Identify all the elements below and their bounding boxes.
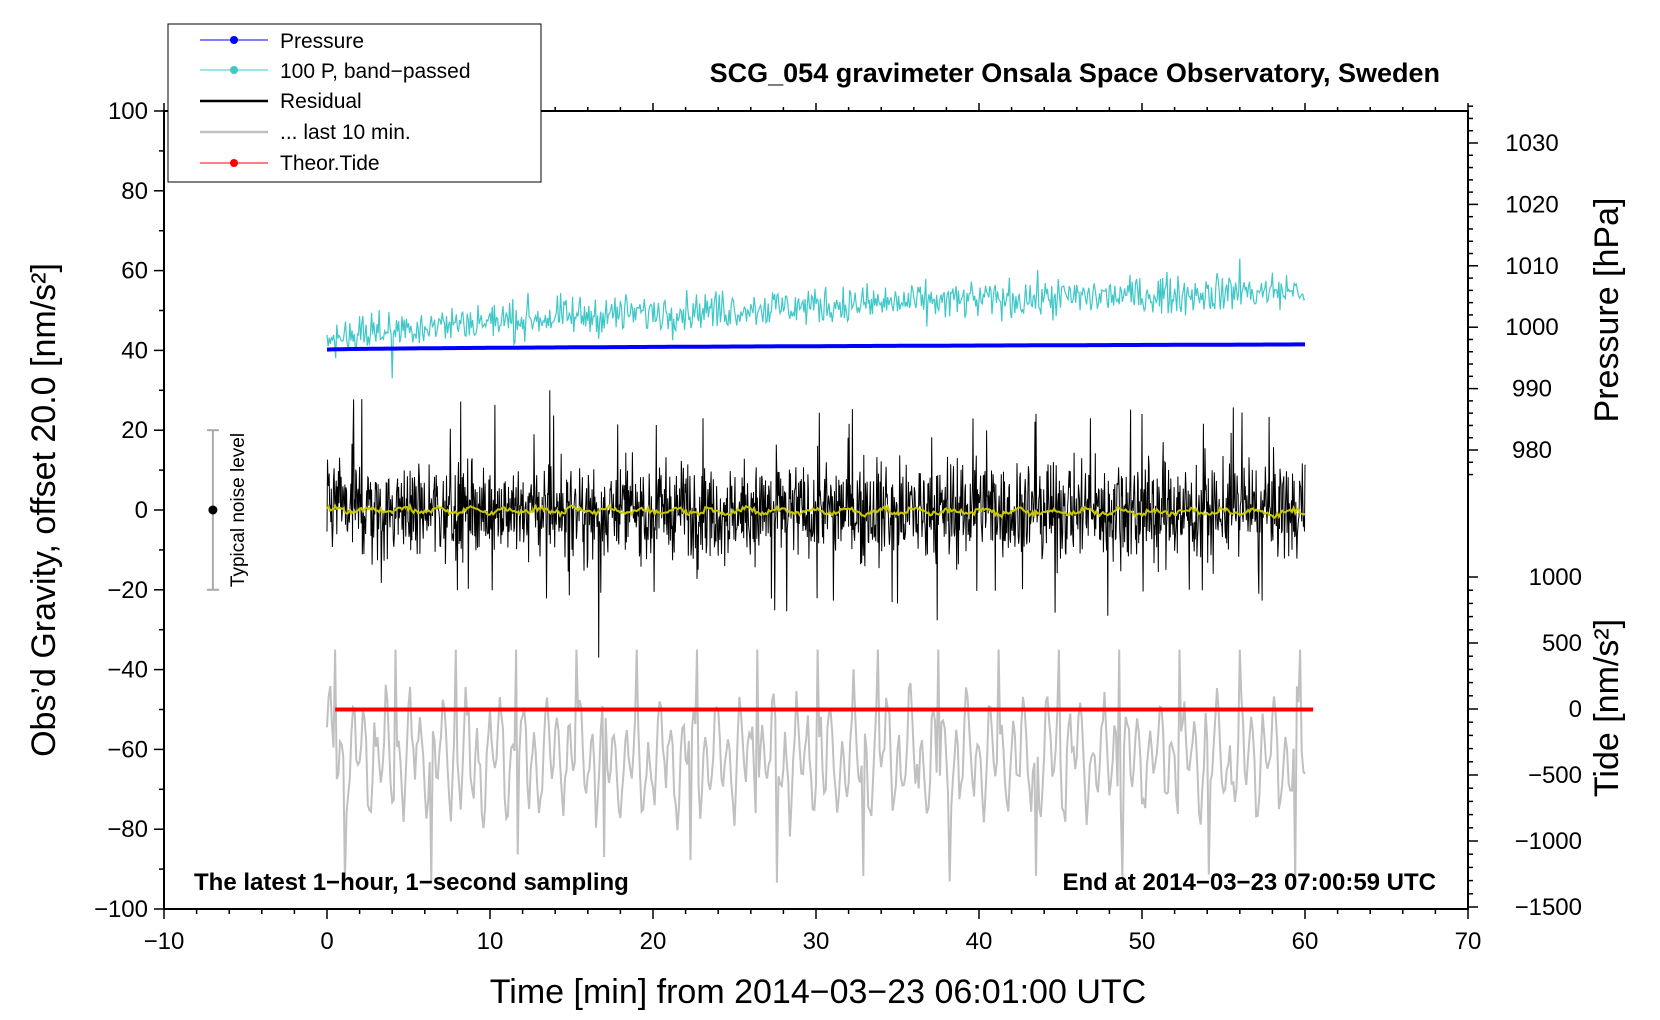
noise-indicator	[206, 429, 219, 591]
pressure-tick-label: 1020	[1505, 191, 1558, 218]
legend-label-last10: ... last 10 min.	[280, 121, 411, 144]
tide-tick-label: 1000	[1529, 564, 1582, 591]
legend-box	[167, 23, 542, 183]
legend-label-pressure: Pressure	[280, 30, 364, 53]
x-tick-labels: −10 0 10 20 30 40 50 60 70	[144, 928, 1482, 955]
x-tick-label: 70	[1455, 928, 1482, 955]
noise-label: Typical noise level	[228, 433, 249, 587]
legend-swatches	[200, 36, 268, 167]
noise-center-dot	[208, 505, 218, 515]
tide-tick-label: 0	[1569, 696, 1582, 723]
legend-swatch-marker	[230, 159, 238, 167]
x-tick-label: 10	[477, 928, 504, 955]
pressure-tick-labels: 980 990 1000 1010 1020 1030	[1505, 130, 1558, 464]
legend-label-bandpassed: 100 P, band−passed	[280, 60, 471, 83]
y-tick-label: 40	[121, 337, 148, 364]
y-tick-label: −20	[107, 577, 148, 604]
x-tick-label: −10	[144, 928, 185, 955]
y-tick-label: −80	[107, 816, 148, 843]
tide-tick-label: 500	[1542, 630, 1582, 657]
series-layer	[326, 258, 1314, 883]
y-axis-title: Obs’d Gravity, offset 20.0 [nm/s²]	[25, 263, 63, 757]
y-tick-label: 80	[121, 178, 148, 205]
legend-swatch-marker	[230, 36, 238, 44]
y-tick-label: 20	[121, 417, 148, 444]
pressure-tick-label: 1000	[1505, 314, 1558, 341]
pressure-tick-label: 980	[1512, 437, 1552, 464]
y-tick-label: 0	[135, 497, 148, 524]
tide-axis-title: Tide [nm/s²]	[1588, 619, 1626, 797]
y-tick-label: −100	[94, 896, 148, 923]
y-tick-labels: −100 −80 −60 −40 −20 0 20 40 60 80 100	[94, 98, 148, 923]
residual-line	[326, 390, 1306, 658]
y-tick-label: 100	[108, 98, 148, 125]
y-tick-label: 60	[121, 258, 148, 285]
tide-tick-labels: −1500 −1000 −500 0 500 1000	[1515, 564, 1582, 921]
bandpassed-pressure-line	[326, 258, 1306, 379]
x-tick-label: 50	[1129, 928, 1156, 955]
pressure-tick-label: 1030	[1505, 130, 1558, 157]
x-tick-label: 30	[803, 928, 830, 955]
legend-swatch-marker	[230, 66, 238, 74]
residual-smoothed-line	[326, 502, 1305, 520]
chart-title: SCG_054 gravimeter Onsala Space Observat…	[710, 58, 1440, 88]
x-tick-label: 40	[966, 928, 993, 955]
x-tick-label: 60	[1292, 928, 1319, 955]
y-tick-label: −60	[107, 736, 148, 763]
pressure-axis-title: Pressure [hPa]	[1588, 198, 1626, 423]
legend-label-residual: Residual	[280, 90, 362, 113]
sampling-annotation: The latest 1−hour, 1−second sampling	[194, 869, 629, 896]
y-tick-label: −40	[107, 657, 148, 684]
tide-tick-label: −500	[1528, 762, 1582, 789]
x-axis-title: Time [min] from 2014−03−23 06:01:00 UTC	[490, 973, 1146, 1011]
x-tick-label: 20	[640, 928, 667, 955]
pressure-tick-label: 1010	[1505, 253, 1558, 280]
tide-tick-label: −1500	[1515, 894, 1582, 921]
pressure-line	[326, 342, 1305, 352]
last-10-min-line	[326, 649, 1306, 883]
x-tick-label: 0	[320, 928, 333, 955]
pressure-tick-label: 990	[1512, 376, 1552, 403]
end-time-annotation: End at 2014−03−23 07:00:59 UTC	[1062, 869, 1436, 896]
legend-label-tide: Theor.Tide	[280, 152, 380, 175]
tide-tick-label: −1000	[1515, 828, 1582, 855]
legend: Pressure 100 P, band−passed Residual ...…	[167, 23, 542, 183]
